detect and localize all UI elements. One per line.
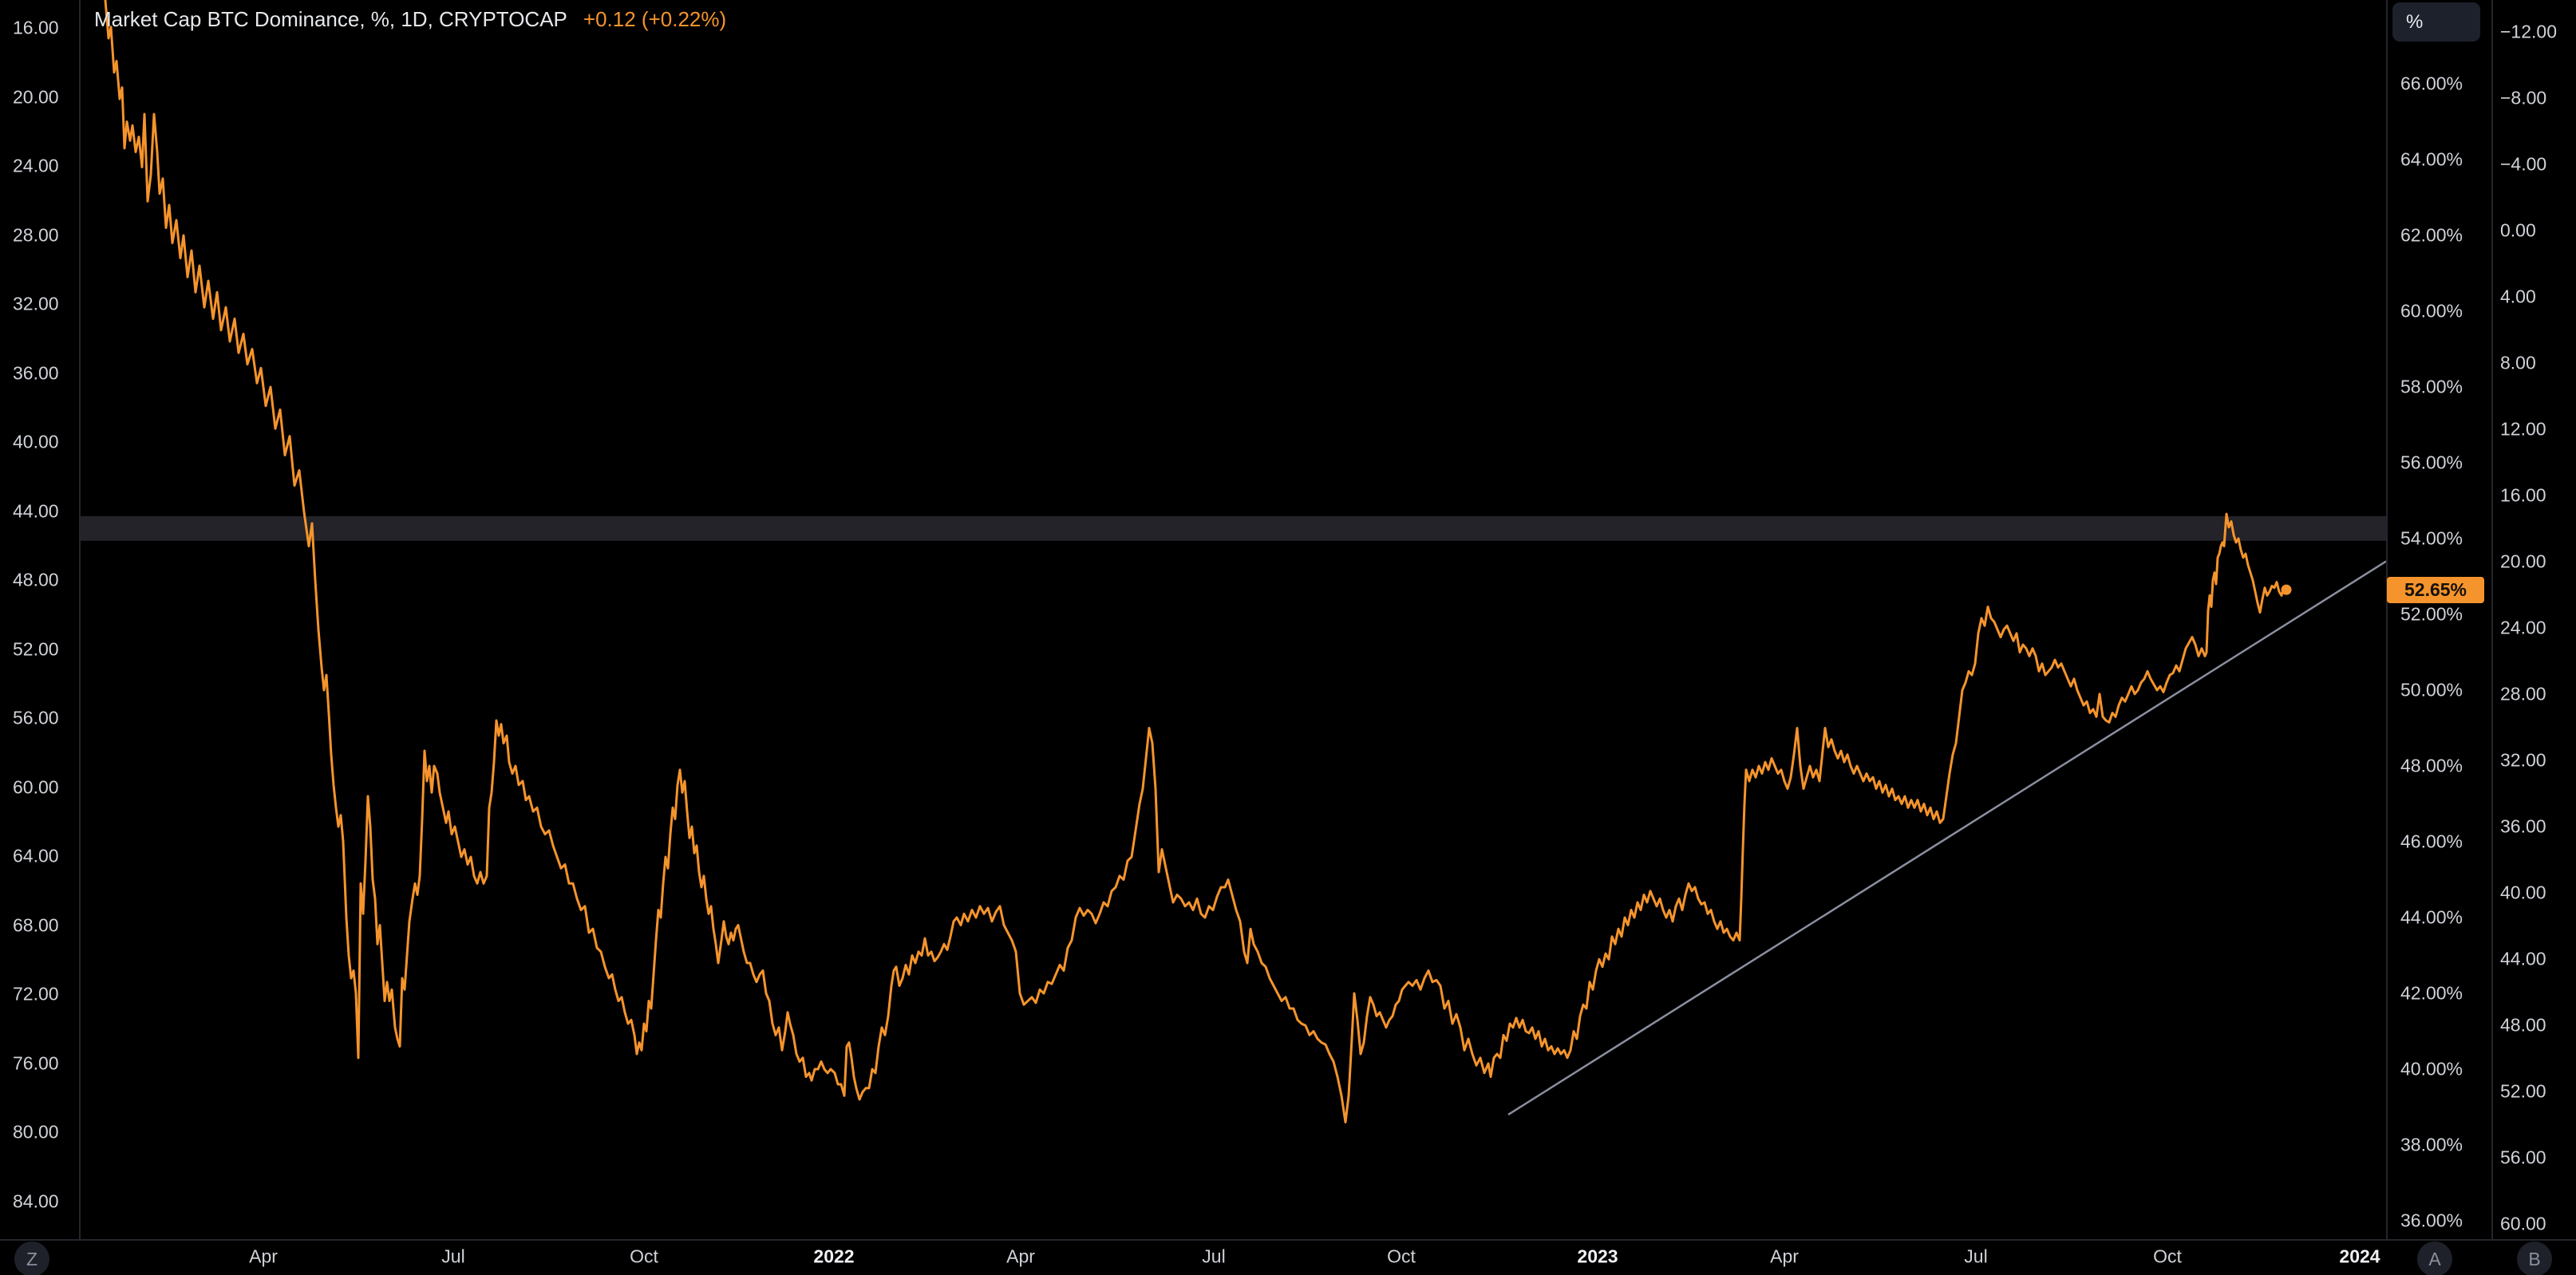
time-axis-tick-label: Oct xyxy=(1387,1245,1416,1267)
secondary-axis-divider xyxy=(2491,0,2493,1239)
secondary-axis-tick-label: 12.00 xyxy=(2500,418,2546,440)
last-price-marker xyxy=(2281,584,2292,595)
secondary-axis-tick-label: −8.00 xyxy=(2500,87,2547,109)
percent-axis-tick-label: 64.00% xyxy=(2400,148,2463,170)
percent-axis-tick-label: 62.00% xyxy=(2400,224,2463,246)
time-axis-tick-label: 2024 xyxy=(2339,1245,2380,1267)
secondary-axis-tick-label: 16.00 xyxy=(2500,484,2546,506)
secondary-axis-tick-label: 20.00 xyxy=(2500,551,2546,572)
time-axis-tick-label: Jul xyxy=(441,1245,465,1267)
time-axis-tick-label: Jul xyxy=(1202,1245,1226,1267)
secondary-axis-tick-label: 32.00 xyxy=(2500,749,2546,771)
left-axis-tick-label: 76.00 xyxy=(13,1052,59,1074)
left-axis-tick-label: 28.00 xyxy=(13,224,59,246)
left-axis-tick-label: 80.00 xyxy=(13,1121,59,1143)
ascending-trendline[interactable] xyxy=(1507,560,2386,1116)
percent-axis-tick-label: 60.00% xyxy=(2400,300,2463,322)
left-axis-tick-label: 84.00 xyxy=(13,1190,59,1212)
time-axis-tick-label: Oct xyxy=(2153,1245,2182,1267)
percent-axis-tick-label: 40.00% xyxy=(2400,1058,2463,1080)
left-axis-tick-label: 32.00 xyxy=(13,293,59,314)
percent-axis-tick-label: 58.00% xyxy=(2400,376,2463,397)
left-axis-tick-label: 72.00 xyxy=(13,983,59,1005)
time-axis-divider xyxy=(0,1239,2576,1241)
left-axis-tick-label: 52.00 xyxy=(13,638,59,660)
left-axis-tick-label: 20.00 xyxy=(13,86,59,108)
percent-axis-tick-label: 66.00% xyxy=(2400,73,2463,94)
left-axis-tick-label: 60.00 xyxy=(13,776,59,798)
percent-axis-tick-label: 56.00% xyxy=(2400,452,2463,473)
percent-axis-tick-label: 36.00% xyxy=(2400,1210,2463,1231)
secondary-axis-tick-label: 52.00 xyxy=(2500,1080,2546,1102)
secondary-axis-tick-label: 44.00 xyxy=(2500,948,2546,969)
chart-legend: Market Cap BTC Dominance, %, 1D, CRYPTOC… xyxy=(94,6,726,32)
secondary-axis-tick-label: 4.00 xyxy=(2500,286,2536,307)
percent-axis-tick-label: 52.00% xyxy=(2400,603,2463,625)
scale-a-button[interactable]: A xyxy=(2417,1241,2452,1275)
secondary-axis-tick-label: 40.00 xyxy=(2500,882,2546,903)
secondary-axis-tick-label: 28.00 xyxy=(2500,683,2546,705)
time-axis-tick-label: 2022 xyxy=(813,1245,855,1267)
time-axis-tick-label: Apr xyxy=(1006,1245,1035,1267)
percent-axis-tick-label: 42.00% xyxy=(2400,982,2463,1004)
secondary-axis-tick-label: −4.00 xyxy=(2500,153,2547,175)
percent-axis-tick-label: 46.00% xyxy=(2400,831,2463,852)
last-price-label: 52.65% xyxy=(2387,577,2484,604)
secondary-axis-tick-label: 48.00 xyxy=(2500,1014,2546,1036)
left-axis-tick-label: 40.00 xyxy=(13,431,59,452)
left-axis-tick-label: 16.00 xyxy=(13,17,59,38)
scale-b-button[interactable]: B xyxy=(2517,1241,2552,1275)
secondary-axis-tick-label: 60.00 xyxy=(2500,1213,2546,1234)
secondary-axis-tick-label: −12.00 xyxy=(2500,21,2557,42)
time-axis-tick-label: Oct xyxy=(630,1245,658,1267)
secondary-axis-tick-label: 0.00 xyxy=(2500,219,2536,241)
time-axis-tick-label: Apr xyxy=(1770,1245,1799,1267)
secondary-axis-tick-label: 56.00 xyxy=(2500,1147,2546,1168)
left-axis-divider xyxy=(79,0,81,1239)
btc-dominance-line-series[interactable] xyxy=(101,0,2288,1123)
time-axis-tick-label: 2023 xyxy=(1577,1245,1618,1267)
percent-axis-tick-label: 38.00% xyxy=(2400,1134,2463,1155)
price-chart-canvas[interactable] xyxy=(0,0,2386,1239)
percent-axis-tick-label: 44.00% xyxy=(2400,906,2463,928)
secondary-axis-tick-label: 36.00 xyxy=(2500,815,2546,837)
left-axis-tick-label: 24.00 xyxy=(13,155,59,176)
left-axis-tick-label: 44.00 xyxy=(13,500,59,522)
time-axis-tick-label: Jul xyxy=(1964,1245,1988,1267)
time-axis-tick-label: Apr xyxy=(249,1245,278,1267)
left-axis-tick-label: 56.00 xyxy=(13,707,59,728)
percent-axis-tick-label: 54.00% xyxy=(2400,527,2463,549)
timezone-button[interactable]: Z xyxy=(14,1241,49,1275)
secondary-axis-tick-label: 24.00 xyxy=(2500,617,2546,638)
resistance-band-zone xyxy=(79,515,2386,541)
symbol-title[interactable]: Market Cap BTC Dominance, %, 1D, CRYPTOC… xyxy=(94,7,567,31)
price-change-value: +0.12 (+0.22%) xyxy=(583,7,727,31)
percent-axis-divider xyxy=(2386,0,2388,1239)
left-axis-tick-label: 48.00 xyxy=(13,569,59,590)
percent-scale-mode-button[interactable]: % xyxy=(2392,2,2480,41)
left-axis-tick-label: 64.00 xyxy=(13,845,59,866)
secondary-axis-tick-label: 8.00 xyxy=(2500,352,2536,373)
left-axis-tick-label: 68.00 xyxy=(13,914,59,936)
left-axis-tick-label: 36.00 xyxy=(13,362,59,384)
percent-axis-tick-label: 48.00% xyxy=(2400,755,2463,776)
percent-axis-tick-label: 50.00% xyxy=(2400,679,2463,701)
